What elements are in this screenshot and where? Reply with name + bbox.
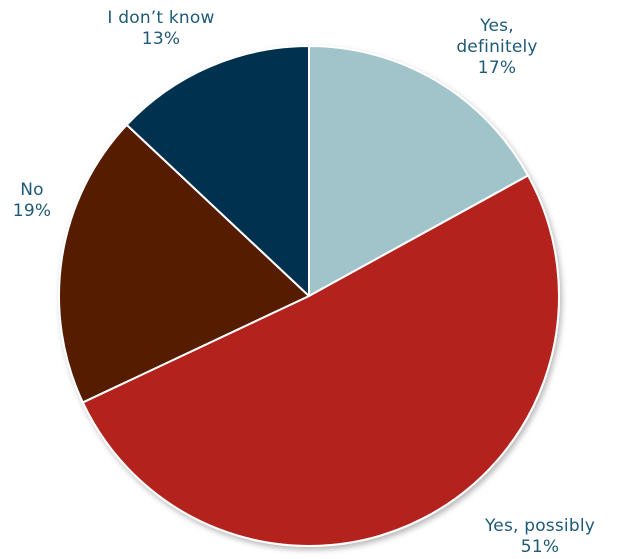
slice-name: No <box>4 180 60 201</box>
slice-label-i-dont-know: I don’t know 13% <box>86 8 236 50</box>
slice-label-yes-possibly: Yes, possibly 51% <box>470 516 610 558</box>
slice-name: definitely <box>442 37 552 58</box>
slice-label-yes-definitely: Yes, definitely 17% <box>442 16 552 79</box>
slice-percent: 17% <box>442 58 552 79</box>
slice-name: Yes, possibly <box>470 516 610 537</box>
slice-percent: 19% <box>4 201 60 222</box>
pie-slices <box>59 46 559 546</box>
slice-name: Yes, <box>442 16 552 37</box>
slice-label-no: No 19% <box>4 180 60 222</box>
slice-name: I don’t know <box>86 8 236 29</box>
slice-percent: 51% <box>470 537 610 558</box>
slice-percent: 13% <box>86 29 236 50</box>
